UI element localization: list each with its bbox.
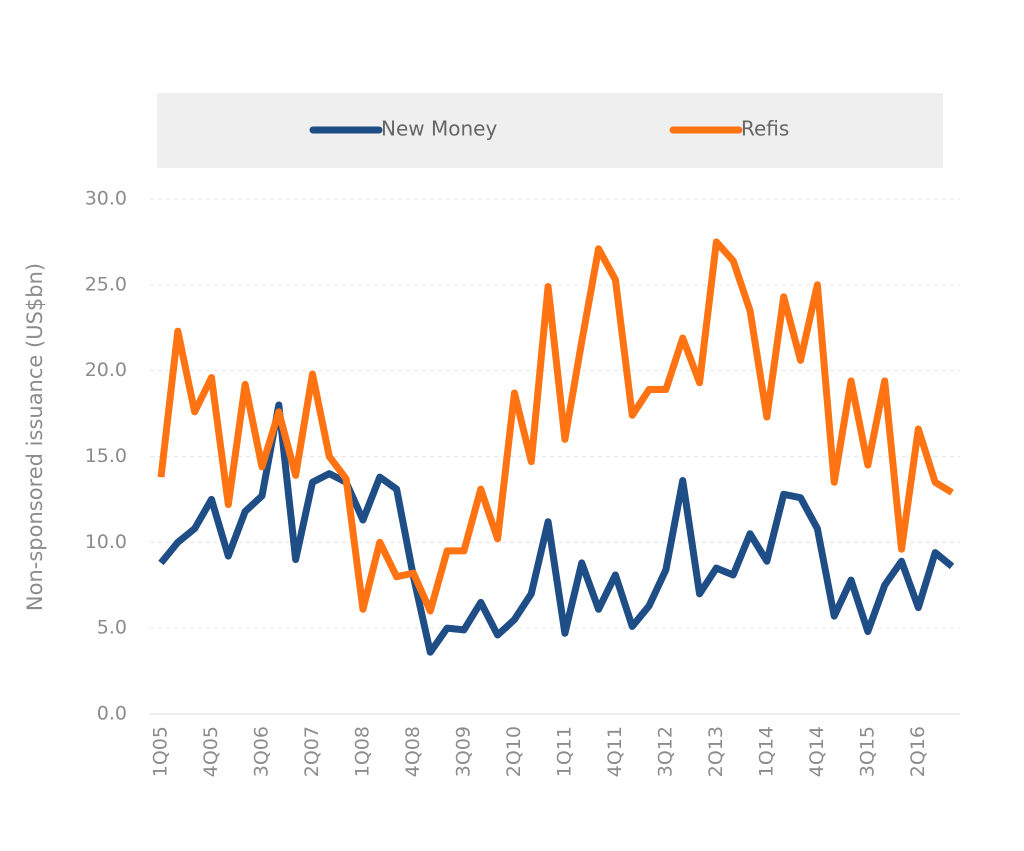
y-axis-label: Non-sponsored issuance (US$bn) — [23, 263, 47, 611]
x-tick-label: 3Q06 — [250, 726, 272, 777]
legend-label: New Money — [381, 117, 497, 141]
x-tick-label: 1Q05 — [150, 726, 172, 777]
legend-label: Refis — [741, 117, 789, 141]
x-tick-label: 2Q10 — [503, 726, 525, 777]
y-tick-label: 15.0 — [85, 445, 127, 467]
x-tick-label: 4Q11 — [604, 726, 626, 777]
x-tick-label: 1Q11 — [553, 726, 575, 777]
x-tick-label: 2Q07 — [301, 726, 323, 777]
x-tick-label: 4Q14 — [806, 726, 828, 777]
y-tick-label: 5.0 — [97, 617, 127, 639]
x-tick-label: 3Q09 — [452, 726, 474, 777]
x-tick-label: 1Q08 — [351, 726, 373, 777]
x-tick-label: 2Q13 — [705, 726, 727, 777]
x-tick-label: 3Q15 — [856, 726, 878, 777]
legend-box — [157, 93, 943, 168]
x-tick-label: 3Q12 — [654, 726, 676, 777]
y-tick-label: 0.0 — [97, 703, 127, 725]
x-tick-label: 2Q16 — [907, 726, 929, 777]
y-tick-label: 25.0 — [85, 273, 127, 295]
y-tick-label: 10.0 — [85, 531, 127, 553]
series-line — [158, 401, 955, 656]
x-tick-label: 4Q08 — [402, 726, 424, 777]
x-tick-label: 1Q14 — [755, 726, 777, 777]
x-tick-label: 4Q05 — [200, 726, 222, 777]
series-line — [157, 238, 954, 615]
y-tick-label: 20.0 — [85, 359, 127, 381]
y-tick-label: 30.0 — [85, 188, 127, 210]
